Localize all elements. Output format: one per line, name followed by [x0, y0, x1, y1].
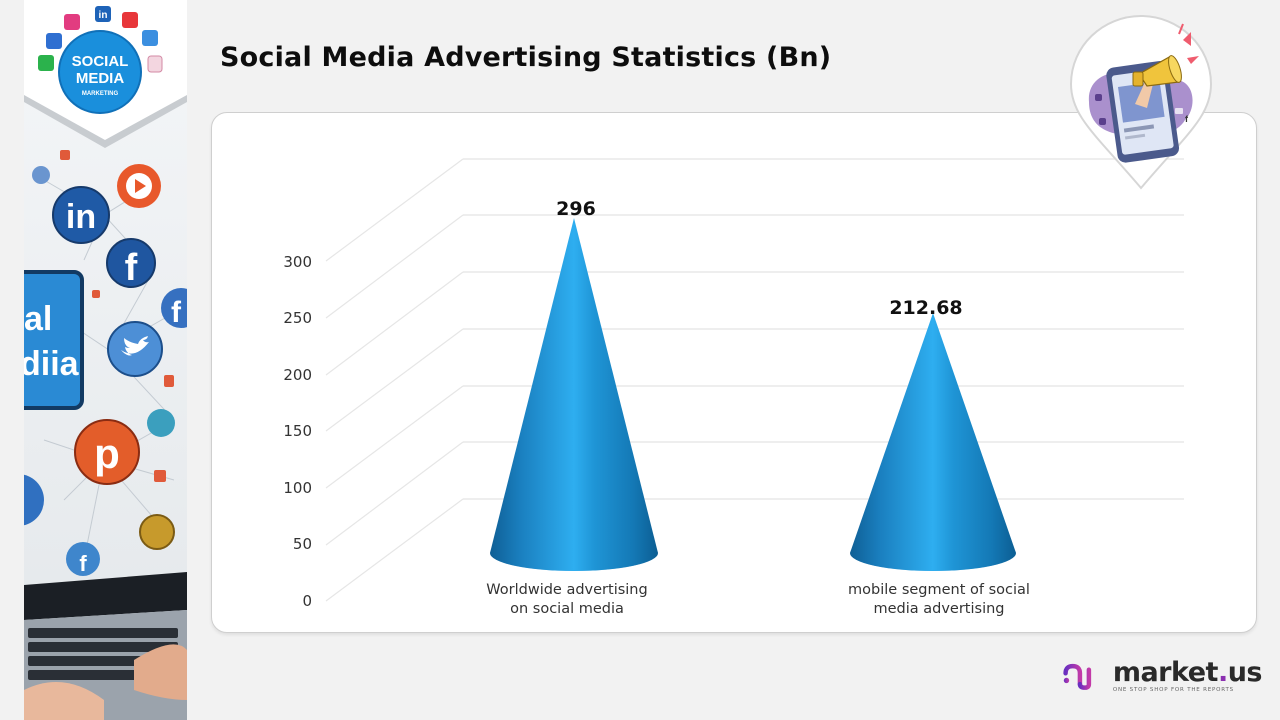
y-tick-50: 50 — [292, 535, 312, 553]
svg-text:f: f — [1185, 114, 1189, 124]
depth-lines — [325, 158, 464, 602]
app-icon — [24, 474, 44, 526]
y-tick-200: 200 — [283, 366, 312, 384]
facebook-icon: f — [106, 238, 156, 289]
y-tick-0: 0 — [302, 592, 312, 610]
play-icon — [117, 164, 161, 208]
cone-chart — [325, 158, 1184, 602]
market-us-logo[interactable]: market.us ONE STOP SHOP FOR THE REPORTS — [1062, 656, 1263, 696]
megaphone-icon — [1132, 55, 1182, 87]
svg-text:MEDIA: MEDIA — [76, 70, 125, 87]
svg-text:diia: diia — [24, 345, 80, 383]
category-label-worldwide: Worldwide advertising on social media — [486, 582, 648, 617]
social-media-collage: al diia in f f p — [24, 0, 187, 720]
youtube-icon — [122, 12, 138, 28]
social-media-marketing-image: al diia in f f p — [24, 0, 187, 720]
facebook-icon — [46, 33, 62, 49]
app-icon — [147, 55, 163, 73]
category-label-mobile: mobile segment of social media advertisi… — [848, 582, 1030, 617]
megaphone-phone-illustration: f — [1069, 14, 1213, 190]
svg-text:in: in — [99, 10, 108, 21]
app-icon — [139, 514, 175, 550]
y-tick-100: 100 — [283, 479, 312, 497]
y-tick-300: 300 — [283, 253, 312, 271]
pinterest-icon: p — [74, 419, 140, 485]
page-title: Social Media Advertising Statistics (Bn) — [220, 42, 832, 73]
svg-text:SOCIAL: SOCIAL — [72, 53, 129, 70]
svg-text:f: f — [79, 551, 87, 576]
svg-text:f: f — [171, 296, 182, 329]
cone-worldwide-advertising[interactable] — [490, 218, 658, 571]
value-label-worldwide: 296 — [556, 198, 596, 220]
laptop-bezel — [24, 572, 187, 620]
svg-text:al: al — [24, 300, 52, 338]
brand-tagline: ONE STOP SHOP FOR THE REPORTS — [1112, 686, 1234, 693]
cone-mobile-segment[interactable] — [850, 313, 1016, 571]
svg-text:p: p — [94, 430, 120, 477]
market-us-logo-icon — [1063, 663, 1101, 690]
megaphone-badge: f — [1067, 12, 1215, 192]
linkedin-icon — [95, 6, 111, 22]
svg-text:MARKETING: MARKETING — [82, 91, 119, 97]
social-media-marketing-badge — [58, 30, 142, 114]
y-tick-150: 150 — [283, 422, 312, 440]
social-media-sign — [24, 270, 84, 410]
svg-text:f: f — [125, 247, 138, 289]
hand — [24, 682, 104, 720]
value-label-mobile: 212.68 — [889, 297, 963, 319]
twitter-icon — [107, 321, 163, 377]
linkedin-icon: in — [52, 186, 110, 244]
chart-card: 300 250 200 150 100 50 0 296 212.68 Worl… — [211, 112, 1257, 633]
whatsapp-icon — [38, 55, 54, 71]
twitter-icon — [142, 30, 158, 46]
app-icon — [147, 409, 175, 437]
facebook-icon: f — [161, 288, 187, 329]
svg-text:in: in — [66, 198, 96, 236]
facebook-icon: f — [66, 542, 100, 576]
instagram-icon — [64, 14, 80, 30]
hand — [134, 644, 187, 700]
y-tick-250: 250 — [283, 309, 312, 327]
